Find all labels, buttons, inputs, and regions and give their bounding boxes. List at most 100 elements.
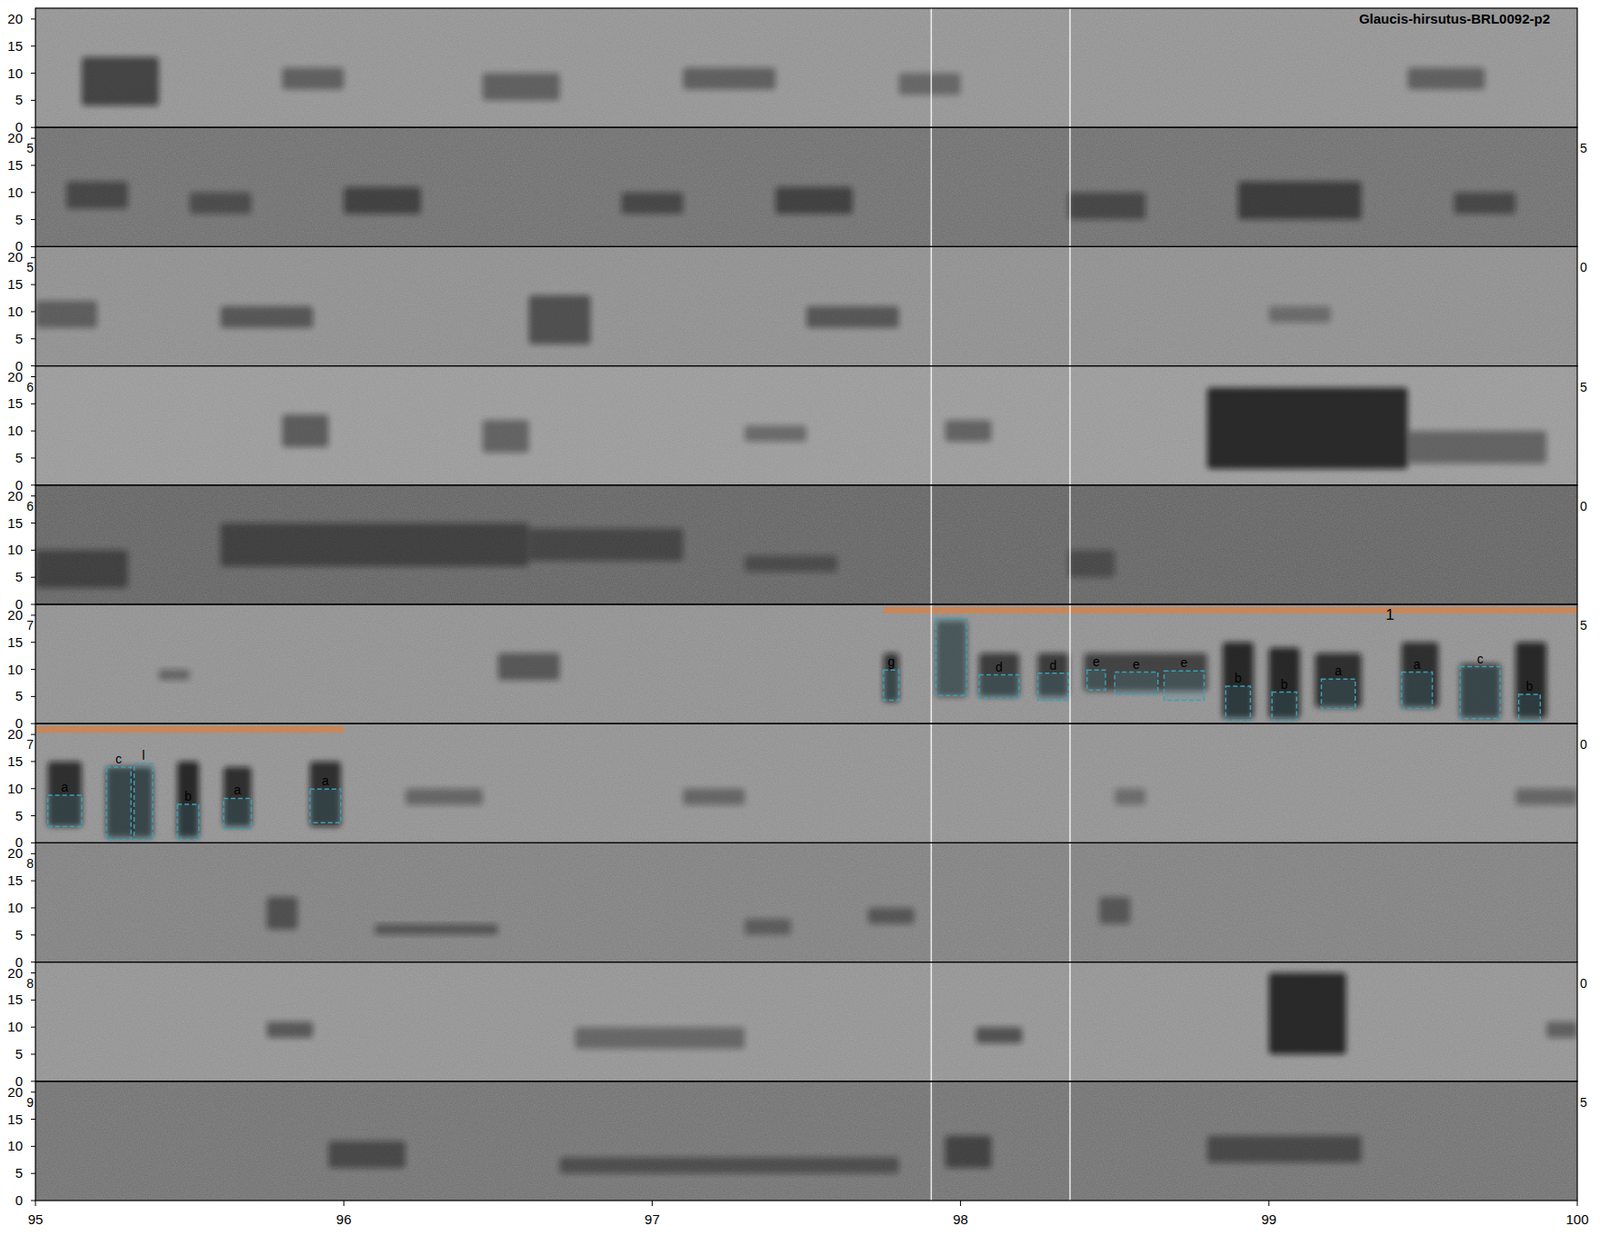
y-tick — [30, 696, 36, 698]
y-tick-label: 20 — [7, 1084, 23, 1100]
call — [1407, 68, 1485, 90]
row-background — [35, 485, 1578, 605]
row-end-label: 0 — [1580, 260, 1588, 275]
call — [682, 68, 776, 90]
y-tick-label: 20 — [7, 726, 23, 742]
row-noise — [35, 604, 1578, 724]
y-tick — [30, 934, 36, 936]
plot-area — [35, 8, 1578, 1201]
rows — [35, 8, 1578, 1201]
y-tick-label: 20 — [7, 488, 23, 504]
call — [1068, 550, 1115, 578]
y-tick — [30, 1173, 36, 1175]
row-frame — [35, 1081, 1578, 1201]
y-tick — [30, 403, 36, 405]
y-tick — [30, 907, 36, 909]
y-tick-label: 10 — [7, 65, 23, 81]
annotation-box — [883, 670, 900, 700]
annotation-label: c — [115, 751, 122, 767]
row-noise — [35, 485, 1578, 605]
y-tick — [30, 100, 36, 101]
annotation-box — [177, 804, 200, 840]
y-tick — [30, 1080, 36, 1082]
y-tick-label: 20 — [7, 965, 23, 981]
annotation-box — [1460, 667, 1500, 720]
annotation-label: a — [1334, 663, 1342, 679]
call — [620, 192, 683, 215]
row-frame — [35, 604, 1578, 724]
call — [328, 1140, 406, 1169]
y-tick — [30, 18, 36, 20]
row-end-label: 0 — [1580, 976, 1588, 991]
row-end-label: 5 — [1580, 618, 1588, 633]
annotation-label: l — [141, 748, 145, 763]
row-start-label: 8 — [26, 976, 34, 991]
y-tick — [30, 604, 36, 606]
annotation-box — [1225, 686, 1250, 721]
segment-bar — [35, 726, 344, 733]
call — [66, 181, 129, 210]
call — [1546, 1021, 1578, 1039]
y-tick — [30, 760, 36, 762]
x-tick — [343, 1200, 345, 1207]
call — [775, 187, 853, 215]
annotation-box — [1037, 673, 1069, 701]
call — [1460, 664, 1500, 720]
annotation-box — [979, 675, 1020, 700]
annotation-box — [935, 619, 967, 696]
y-tick — [30, 376, 36, 378]
y-tick — [30, 577, 36, 579]
y-tick — [30, 72, 36, 74]
call — [560, 1157, 900, 1174]
row-frame — [35, 842, 1578, 962]
call — [1269, 973, 1347, 1055]
x-tick — [651, 1200, 653, 1207]
call — [1207, 387, 1408, 469]
row-background — [35, 723, 1578, 843]
row-end-label: 5 — [1580, 380, 1588, 395]
annotation-label: g — [887, 654, 895, 670]
x-tick — [35, 1200, 37, 1207]
row-end-label: 0 — [1580, 499, 1588, 514]
row-start-label: 7 — [26, 618, 34, 633]
call — [806, 306, 900, 329]
row-noise — [35, 366, 1578, 486]
annotation-box — [1114, 672, 1158, 695]
row-frame — [35, 8, 1578, 128]
call — [190, 192, 252, 215]
call — [374, 924, 499, 936]
y-tick-label: 5 — [15, 91, 23, 108]
y-tick — [30, 842, 36, 844]
annotation-label: b — [1526, 679, 1534, 694]
row-start-label: 6 — [26, 380, 34, 395]
y-tick-label: 15 — [7, 634, 23, 650]
y-tick-label: 15 — [7, 991, 23, 1008]
y-tick-label: 20 — [7, 369, 23, 385]
y-tick — [30, 1146, 36, 1148]
call — [1453, 192, 1516, 215]
y-tick — [30, 246, 36, 248]
y-tick — [30, 734, 36, 736]
spectrogram-chart: gddeeebbaacbaclbaa1051015200510152055051… — [0, 0, 1600, 1236]
segment-label: 1 — [1385, 606, 1394, 624]
y-tick-label: 20 — [7, 10, 23, 27]
call — [945, 420, 992, 442]
y-tick-label: 15 — [7, 38, 23, 54]
y-tick — [30, 310, 36, 312]
annotation-label: d — [995, 660, 1003, 675]
y-tick-label: 10 — [7, 780, 23, 797]
annotation-label: e — [1132, 657, 1140, 672]
row-noise — [35, 842, 1578, 962]
call — [405, 789, 483, 806]
call — [310, 761, 341, 828]
row-start-label: 9 — [26, 1095, 34, 1110]
y-tick — [30, 430, 36, 432]
y-tick — [30, 365, 36, 367]
call — [945, 1135, 992, 1169]
y-tick — [30, 961, 36, 963]
y-tick — [30, 880, 36, 882]
annotation-label: a — [233, 782, 241, 798]
title: Glaucis-hirsutus-BRL0092-p2 — [1359, 10, 1550, 27]
y-tick — [30, 641, 36, 643]
y-tick — [30, 1200, 36, 1202]
